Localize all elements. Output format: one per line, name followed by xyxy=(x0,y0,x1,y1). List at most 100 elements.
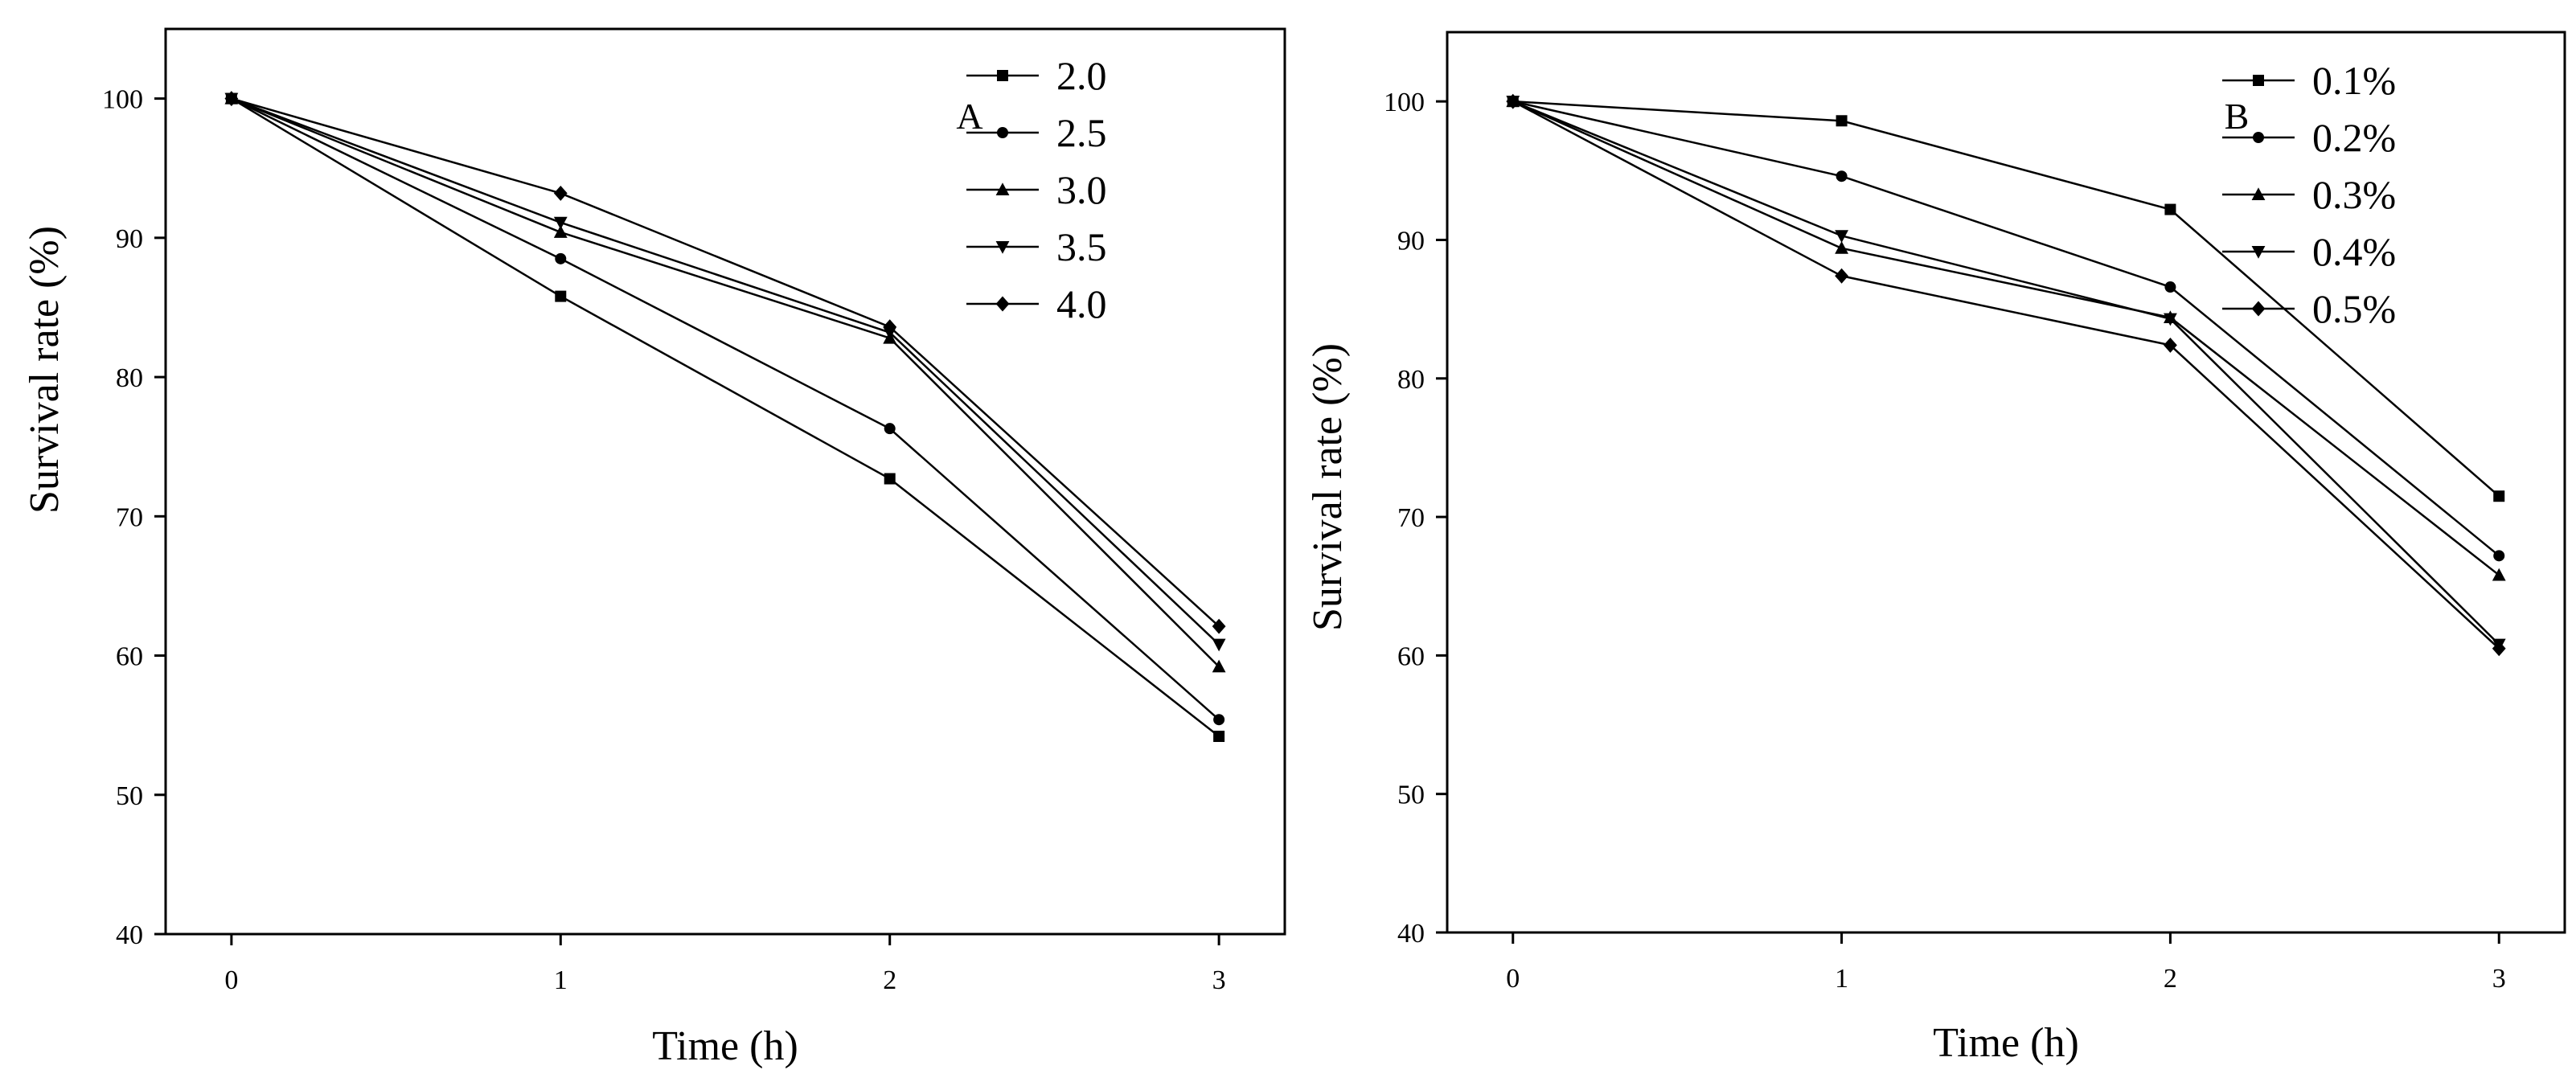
x-tick-label: 1 xyxy=(554,965,568,995)
data-point xyxy=(2164,203,2176,215)
data-point xyxy=(553,225,568,238)
data-point xyxy=(1835,268,1848,284)
data-point xyxy=(884,473,896,485)
legend-marker xyxy=(997,70,1008,81)
legend-entry: 0.5% xyxy=(2222,286,2396,331)
legend-marker xyxy=(2253,75,2264,86)
plot-frame xyxy=(1446,31,2566,934)
y-axis-title: Survival rate (%) xyxy=(1305,343,1351,631)
data-point xyxy=(2493,490,2505,502)
x-tick-label: 2 xyxy=(883,965,896,995)
x-axis-ticks xyxy=(230,934,1220,945)
y-tick-label: 50 xyxy=(116,781,143,811)
y-tick-label: 40 xyxy=(1397,919,1425,949)
legend-marker xyxy=(995,241,1010,254)
panel-label: A xyxy=(956,96,982,137)
data-point xyxy=(1212,659,1226,673)
x-axis-title: Time (h) xyxy=(1933,1020,2079,1066)
series-layer xyxy=(1506,93,2506,657)
y-tick-label: 100 xyxy=(1384,88,1425,117)
data-point xyxy=(1506,93,1520,109)
legend-marker xyxy=(2253,132,2264,143)
y-tick-label: 60 xyxy=(116,642,143,672)
y-axis-tick-labels: 40 50 60 70 80 90 100 xyxy=(102,85,143,950)
data-point xyxy=(2164,281,2176,293)
x-tick-label: 0 xyxy=(224,965,238,995)
legend-entry: 0.4% xyxy=(2222,229,2396,274)
y-tick-label: 40 xyxy=(116,920,143,950)
legend-label: 2.5 xyxy=(1056,110,1107,155)
legend-entry: 2.0 xyxy=(966,53,1107,98)
series-line xyxy=(231,97,1220,737)
y-tick-label: 80 xyxy=(116,363,143,393)
x-tick-label: 0 xyxy=(1506,964,1520,994)
legend-label: 0.1% xyxy=(2312,58,2396,103)
x-tick-label: 3 xyxy=(2492,964,2506,994)
y-tick-label: 90 xyxy=(116,224,143,254)
legend-label: 0.3% xyxy=(2312,172,2396,217)
legend-label: 2.0 xyxy=(1056,53,1107,98)
legend-label: 0.2% xyxy=(2312,115,2396,160)
data-point xyxy=(553,216,568,230)
data-point xyxy=(1212,618,1226,634)
data-point xyxy=(1836,170,1848,182)
legend-entry: 3.0 xyxy=(966,167,1107,212)
series-line xyxy=(1512,100,2500,646)
panel-label: B xyxy=(2225,96,2250,137)
x-axis-tick-labels: 0 1 2 3 xyxy=(224,965,1225,995)
legend-marker xyxy=(2251,246,2266,259)
y-tick-label: 90 xyxy=(1397,226,1425,256)
data-point xyxy=(2164,337,2177,353)
data-point xyxy=(1835,241,1848,254)
x-axis-tick-labels: 0 1 2 3 xyxy=(1506,964,2505,994)
data-point xyxy=(883,319,897,335)
legend: 2.0 2.5 3.0 3.5 4.0 xyxy=(966,53,1107,326)
data-point xyxy=(1213,714,1225,726)
legend-label: 0.4% xyxy=(2312,229,2396,274)
chart-panel-b: 40 50 60 70 80 90 100 0 1 2 3 Time (h) S… xyxy=(1305,31,2566,1066)
y-axis-ticks xyxy=(154,97,166,936)
series-line xyxy=(1512,100,2500,498)
legend-label: 3.5 xyxy=(1056,224,1107,269)
legend-marker xyxy=(997,127,1008,138)
legend-label: 0.5% xyxy=(2312,286,2396,331)
x-tick-label: 2 xyxy=(2164,964,2177,994)
legend-label: 3.0 xyxy=(1056,167,1107,212)
data-point xyxy=(1213,731,1225,743)
y-tick-label: 60 xyxy=(1397,641,1425,671)
data-point xyxy=(555,252,567,264)
legend-entry: 0.3% xyxy=(2222,172,2396,217)
series-line xyxy=(1512,100,2500,557)
legend-entry: 4.0 xyxy=(966,281,1107,326)
legend-entry: 3.5 xyxy=(966,224,1107,269)
legend: 0.1% 0.2% 0.3% 0.4% 0.5% xyxy=(2222,58,2396,331)
y-tick-label: 50 xyxy=(1397,781,1425,810)
data-point xyxy=(2492,641,2506,657)
x-tick-label: 1 xyxy=(1835,964,1848,994)
y-axis-title: Survival rate (%) xyxy=(22,226,68,514)
data-point xyxy=(555,290,567,302)
series-line xyxy=(1512,100,2500,650)
series-line xyxy=(231,97,1220,668)
y-axis-tick-labels: 40 50 60 70 80 90 100 xyxy=(1384,88,1425,949)
data-point xyxy=(553,185,568,201)
x-axis-title: Time (h) xyxy=(652,1023,798,1069)
legend-marker xyxy=(2251,187,2266,200)
data-point xyxy=(2492,568,2506,581)
y-tick-label: 80 xyxy=(1397,365,1425,395)
data-point xyxy=(224,91,239,107)
legend-entry: 0.2% xyxy=(2222,115,2396,160)
data-point xyxy=(1836,115,1848,127)
y-axis-ticks xyxy=(1436,100,1447,934)
legend-marker xyxy=(995,296,1010,312)
series-line xyxy=(231,97,1220,646)
y-tick-label: 70 xyxy=(1397,503,1425,533)
data-point xyxy=(1835,230,1848,244)
x-tick-label: 3 xyxy=(1212,965,1226,995)
plot-frame xyxy=(164,27,1286,936)
series-layer xyxy=(224,91,1226,743)
x-axis-ticks xyxy=(1512,932,2500,944)
legend-marker xyxy=(2251,301,2266,317)
y-tick-label: 100 xyxy=(102,85,143,115)
